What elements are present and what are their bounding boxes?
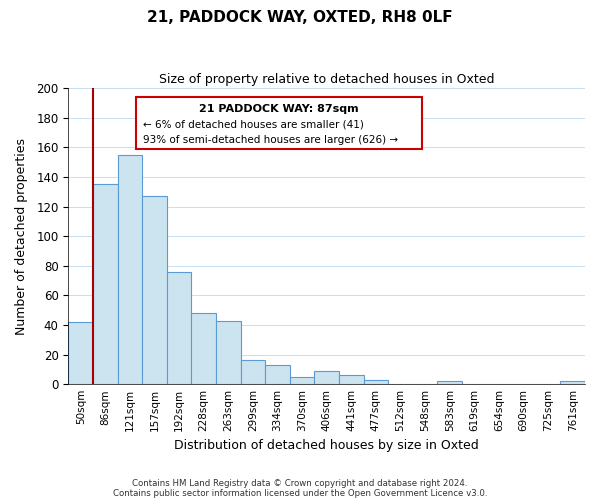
- Bar: [191, 313, 216, 384]
- Text: Contains public sector information licensed under the Open Government Licence v3: Contains public sector information licen…: [113, 488, 487, 498]
- FancyBboxPatch shape: [136, 97, 422, 149]
- Bar: [142, 196, 167, 384]
- Bar: [265, 365, 290, 384]
- Bar: [314, 371, 339, 384]
- Y-axis label: Number of detached properties: Number of detached properties: [15, 138, 28, 334]
- Text: Contains HM Land Registry data © Crown copyright and database right 2024.: Contains HM Land Registry data © Crown c…: [132, 478, 468, 488]
- Text: 21 PADDOCK WAY: 87sqm: 21 PADDOCK WAY: 87sqm: [199, 104, 359, 115]
- Bar: [93, 184, 118, 384]
- Bar: [167, 272, 191, 384]
- Text: 21, PADDOCK WAY, OXTED, RH8 0LF: 21, PADDOCK WAY, OXTED, RH8 0LF: [147, 10, 453, 25]
- X-axis label: Distribution of detached houses by size in Oxted: Distribution of detached houses by size …: [175, 440, 479, 452]
- Bar: [364, 380, 388, 384]
- Bar: [216, 320, 241, 384]
- Bar: [241, 360, 265, 384]
- Text: 93% of semi-detached houses are larger (626) →: 93% of semi-detached houses are larger (…: [143, 136, 398, 145]
- Bar: [437, 381, 462, 384]
- Title: Size of property relative to detached houses in Oxted: Size of property relative to detached ho…: [159, 72, 494, 86]
- Bar: [290, 377, 314, 384]
- Text: ← 6% of detached houses are smaller (41): ← 6% of detached houses are smaller (41): [143, 119, 364, 129]
- Bar: [560, 381, 585, 384]
- Bar: [118, 154, 142, 384]
- Bar: [68, 322, 93, 384]
- Bar: [339, 376, 364, 384]
